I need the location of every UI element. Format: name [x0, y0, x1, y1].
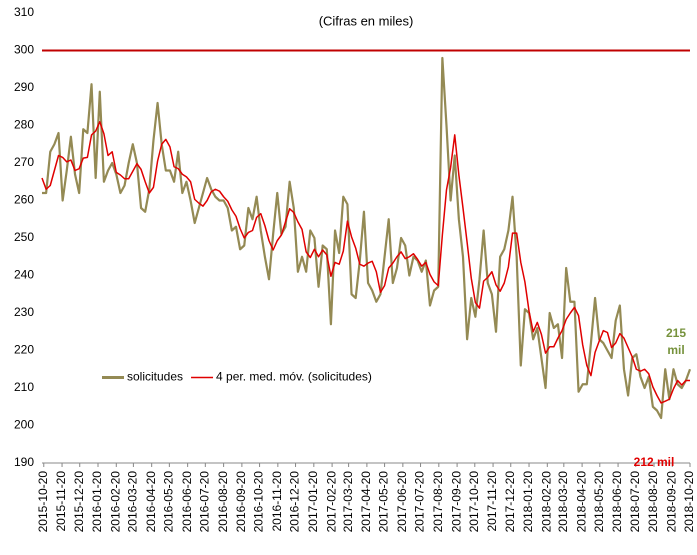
x-tick-label: 2017-01-20 — [306, 471, 320, 533]
x-tick-label: 2016-03-20 — [126, 471, 140, 533]
y-tick-label: 290 — [14, 80, 34, 94]
x-tick-label: 2015-11-20 — [54, 471, 68, 532]
x-tick-label: 2017-04-20 — [359, 471, 373, 533]
x-tick-label: 2016-11-20 — [270, 471, 284, 532]
x-tick-label: 2017-09-20 — [449, 471, 463, 533]
x-tick-label: 2016-04-20 — [144, 471, 158, 533]
legend-label: 4 per. med. móv. (solicitudes) — [216, 370, 372, 384]
x-tick-label: 2016-05-20 — [162, 471, 176, 533]
x-tick-label: 2015-12-20 — [72, 471, 86, 533]
y-tick-label: 280 — [14, 118, 34, 132]
x-tick-label: 2018-10-20 — [682, 471, 696, 533]
y-tick-label: 250 — [14, 230, 34, 244]
x-tick-label: 2017-05-20 — [377, 471, 391, 533]
x-tick-label: 2017-07-20 — [413, 471, 427, 533]
x-tick-label: 2015-10-20 — [36, 471, 50, 533]
x-tick-label: 2016-07-20 — [197, 471, 211, 533]
x-tick-label: 2018-07-20 — [628, 471, 642, 533]
annotation: 215 — [666, 326, 686, 340]
y-tick-label: 240 — [14, 268, 34, 282]
annotation: 212 mil — [634, 455, 675, 469]
x-tick-label: 2018-08-20 — [646, 471, 660, 533]
x-tick-label: 2017-06-20 — [395, 471, 409, 533]
x-tick-label: 2018-09-20 — [664, 471, 678, 533]
x-tick-label: 2016-10-20 — [252, 471, 266, 533]
x-tick-label: 2018-03-20 — [556, 471, 570, 533]
y-tick-label: 230 — [14, 305, 34, 319]
x-tick-label: 2016-06-20 — [180, 471, 194, 533]
x-tick-label: 2017-10-20 — [467, 471, 481, 533]
y-tick-label: 220 — [14, 343, 34, 357]
x-tick-label: 2018-06-20 — [610, 471, 624, 533]
x-tick-label: 2016-12-20 — [288, 471, 302, 533]
x-tick-label: 2018-01-20 — [521, 471, 535, 533]
x-tick-label: 2017-03-20 — [341, 471, 355, 533]
x-tick-label: 2017-11-20 — [485, 471, 499, 532]
x-tick-label: 2017-02-20 — [324, 471, 338, 533]
x-tick-label: 2016-08-20 — [216, 471, 230, 533]
chart-title: (Cifras en miles) — [319, 13, 414, 28]
y-tick-label: 300 — [14, 43, 34, 57]
series-line — [41, 121, 690, 404]
y-tick-label: 310 — [14, 5, 34, 19]
x-tick-label: 2018-04-20 — [574, 471, 588, 533]
y-tick-label: 260 — [14, 193, 34, 207]
x-tick-label: 2016-01-20 — [90, 471, 104, 533]
x-tick-label: 2016-02-20 — [108, 471, 122, 533]
x-tick-label: 2018-02-20 — [539, 471, 553, 533]
x-tick-label: 2017-12-20 — [503, 471, 517, 533]
annotation: mil — [667, 343, 684, 357]
x-tick-label: 2018-05-20 — [592, 471, 606, 533]
x-tick-label: 2016-09-20 — [234, 471, 248, 533]
y-tick-label: 200 — [14, 418, 34, 432]
y-tick-label: 270 — [14, 155, 34, 169]
y-tick-label: 190 — [14, 455, 34, 469]
y-tick-label: 210 — [14, 380, 34, 394]
x-tick-label: 2017-08-20 — [431, 471, 445, 533]
series-line — [42, 56, 692, 420]
legend-label: solicitudes — [127, 370, 183, 384]
